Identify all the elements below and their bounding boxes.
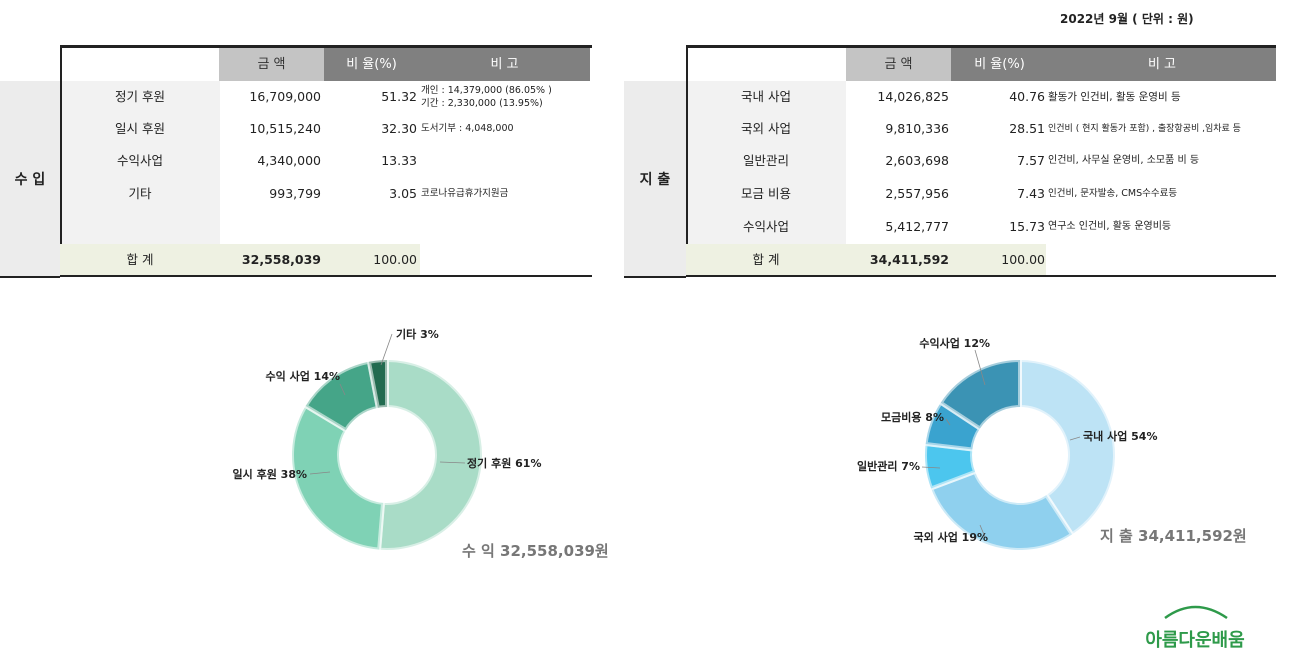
report-date: 2022년 9월 ( 단위 : 원) — [1060, 12, 1194, 26]
expense-table-header: 금 액 비 율(%) 비 고 — [846, 45, 1276, 81]
logo-arc — [1164, 605, 1228, 620]
table-row: 정기 후원 16,709,000 51.32 개인 : 14,379,000 (… — [115, 85, 552, 109]
logo: 아름다운배움 — [1145, 605, 1245, 651]
donut-slice — [376, 357, 484, 552]
data-label: 수익사업 12% — [919, 336, 990, 350]
data-label: 수익 사업 14% — [266, 369, 340, 383]
donut-slice — [290, 403, 386, 552]
data-label: 정기 후원 61% — [467, 456, 541, 470]
chart-total-label: 수 익 32,558,039원 — [462, 542, 609, 560]
income-donut-chart: 정기 후원 61% 일시 후원 38% 수익 사업 14% 기타 3% 수 익 32,5… — [233, 327, 609, 560]
expense-table: 금 액 비 율(%) 비 고 지 출 국내 사업 14,026,825 40.7… — [624, 45, 1276, 280]
table-row: 모금 비용 2,557,956 7.43 인건비, 문자발송, CMS수수료등 — [741, 186, 1178, 201]
chart-total-label: 지 출 34,411,592원 — [1100, 527, 1247, 545]
table-row: 국내 사업 14,026,825 40.76 활동가 인건비, 활동 운영비 등 — [741, 89, 1181, 104]
leader-line — [1069, 436, 1081, 441]
table-row: 수익사업 4,340,000 13.33 — [116, 153, 417, 168]
leader-line — [439, 461, 466, 464]
donut-slice — [928, 469, 1075, 552]
leader-line — [945, 418, 951, 426]
ratio-header: 비 율(%) — [324, 48, 419, 81]
amount-header: 금 액 — [219, 48, 324, 81]
leader-line — [380, 333, 393, 366]
leader-line — [921, 466, 941, 469]
expense-donut-chart: 국내 사업 54% 국외 사업 19% 일반관리 7% 모금비용 8% 수익사업 12%… — [857, 336, 1247, 552]
income-total-row: 합 계 32,558,039 100.00 — [60, 244, 420, 277]
data-label: 국외 사업 19% — [914, 530, 988, 544]
table-row: 기타 993,799 3.05 코로나유급휴가지원금 — [128, 186, 509, 201]
leader-line — [339, 383, 346, 396]
donut-slice — [937, 357, 1022, 432]
logo-text: 아름다운배움 — [1145, 630, 1244, 651]
data-label: 기타 3% — [396, 327, 439, 341]
table-row: 일반관리 2,603,698 7.57 인건비, 사무실 운영비, 소모품 비 … — [742, 153, 1200, 168]
amount-header: 금 액 — [846, 48, 951, 81]
leader-line — [979, 524, 986, 538]
note-header: 비 고 — [1048, 48, 1276, 81]
data-label: 국내 사업 54% — [1083, 429, 1157, 443]
ratio-header: 비 율(%) — [951, 48, 1048, 81]
income-table: 금 액 비 율(%) 비 고 수 입 정기 후원 16,709,000 51.3… — [0, 45, 592, 280]
expense-total-row: 합 계 34,411,592 100.00 — [686, 244, 1046, 277]
data-label: 일반관리 7% — [857, 459, 920, 473]
leader-line — [309, 471, 331, 475]
table-row: 국외 사업 9,810,336 28.51 인건비 ( 현지 활동가 포함) ,… — [741, 121, 1241, 136]
leader-line — [974, 349, 986, 386]
income-side-label: 수 입 — [0, 81, 60, 278]
data-label: 일시 후원 38% — [233, 467, 307, 481]
expense-side-label: 지 출 — [624, 81, 686, 278]
table-row: 일시 후원 10,515,240 32.30 도서기부 : 4,048,000 — [115, 121, 514, 136]
note-header: 비 고 — [419, 48, 590, 81]
data-label: 모금비용 8% — [881, 410, 944, 424]
table-row: 수익사업 5,412,777 15.73 연구소 인건비, 활동 운영비등 — [742, 219, 1172, 234]
donut-slice — [1018, 357, 1117, 538]
donut-slice — [366, 357, 389, 411]
income-table-header: 금 액 비 율(%) 비 고 — [219, 45, 592, 81]
